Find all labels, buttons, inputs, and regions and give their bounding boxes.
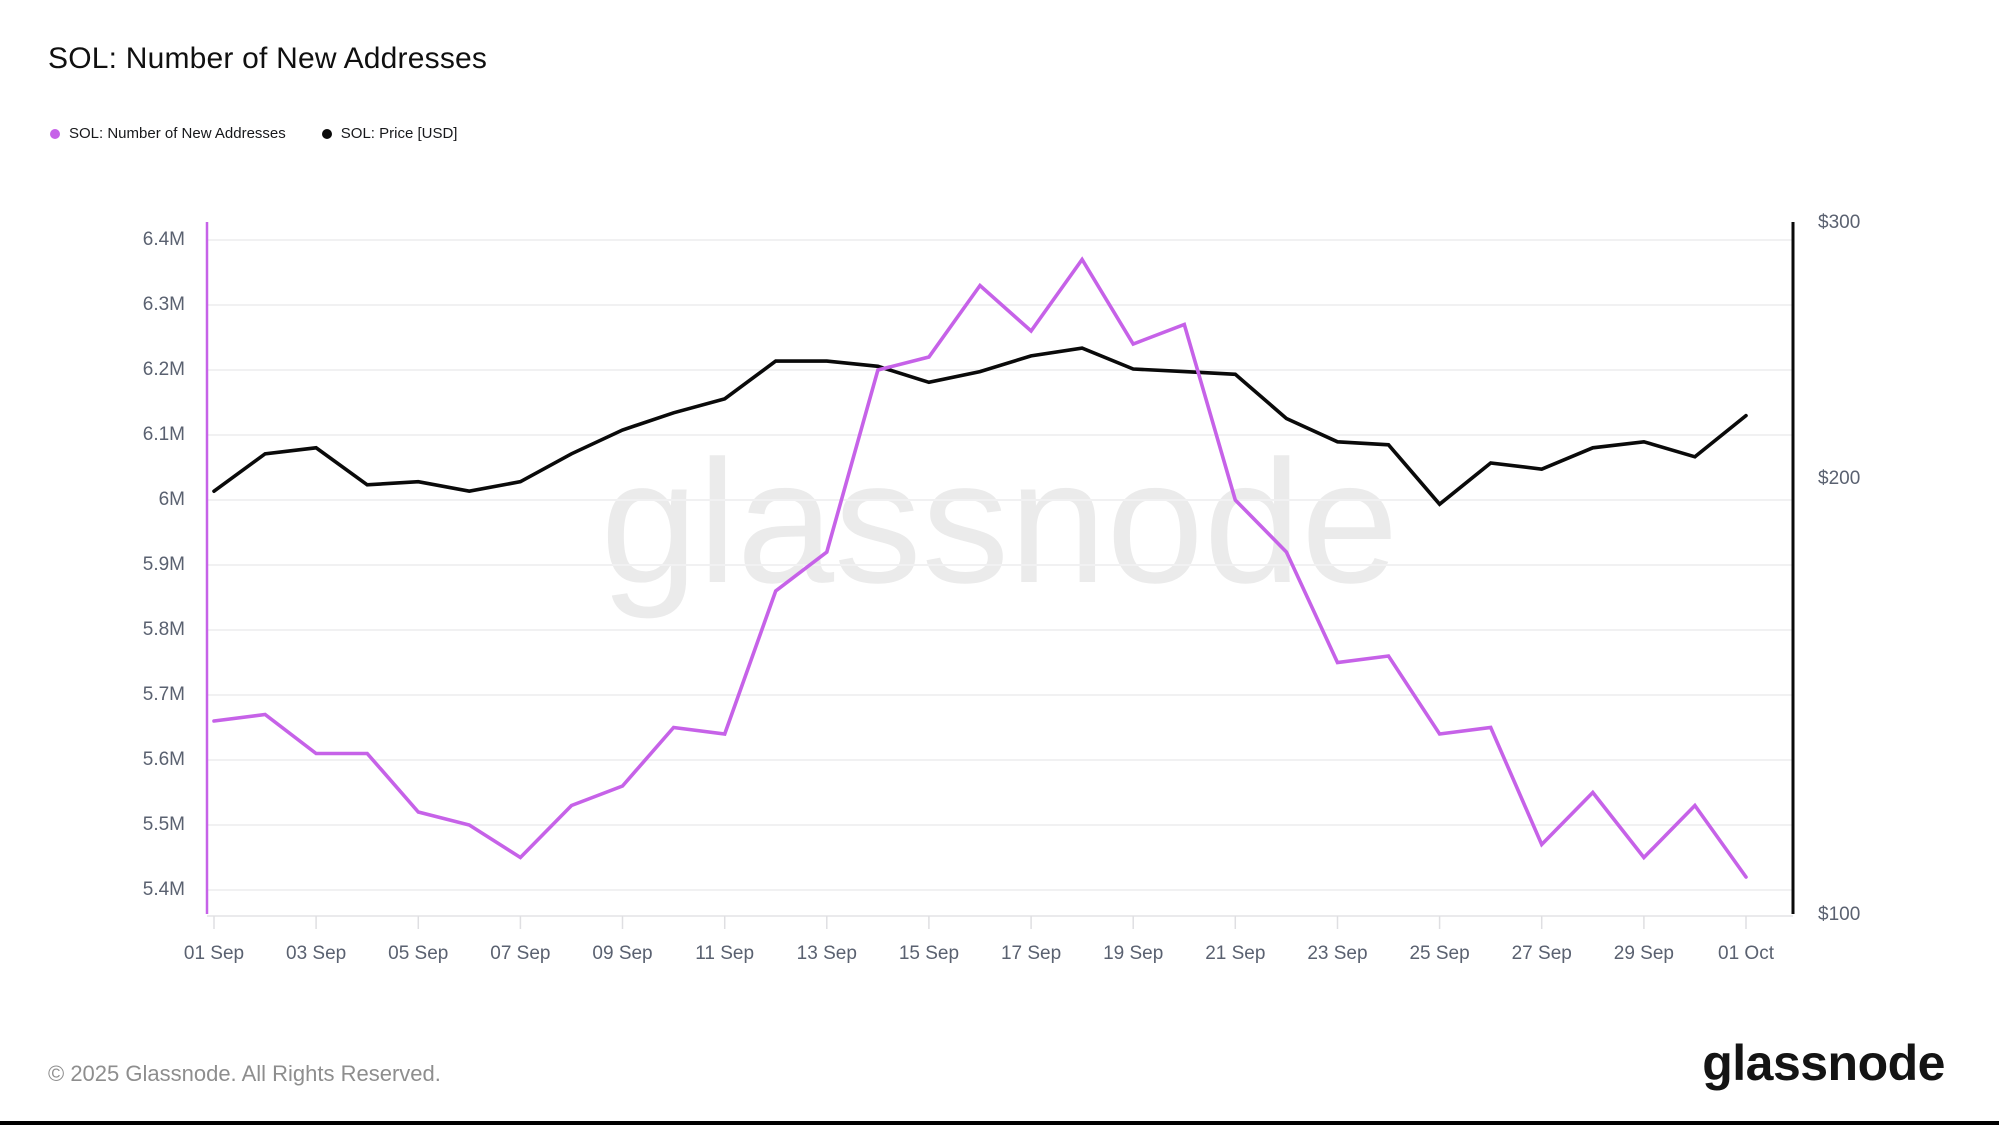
- legend-dot-black-icon: [321, 128, 332, 139]
- price-line: [212, 346, 1748, 507]
- chart-title: SOL: Number of New Addresses: [48, 42, 488, 75]
- glassnode-logo: glassnode: [1702, 1035, 1945, 1091]
- legend-label: SOL: Price [USD]: [340, 125, 458, 142]
- footer-copyright: © 2025 Glassnode. All Rights Reserved.: [48, 1061, 441, 1086]
- chart-legend: SOL: Number of New Addresses SOL: Price …: [50, 125, 457, 142]
- legend-dot-purple-icon: [50, 128, 60, 139]
- legend-item-new-addresses[interactable]: SOL: Number of New Addresses: [50, 125, 286, 142]
- new-addresses-line: [212, 256, 1748, 879]
- legend-label: SOL: Number of New Addresses: [69, 125, 286, 142]
- bottom-edge-bar: [0, 1121, 1999, 1125]
- legend-item-price[interactable]: SOL: Price [USD]: [321, 125, 458, 142]
